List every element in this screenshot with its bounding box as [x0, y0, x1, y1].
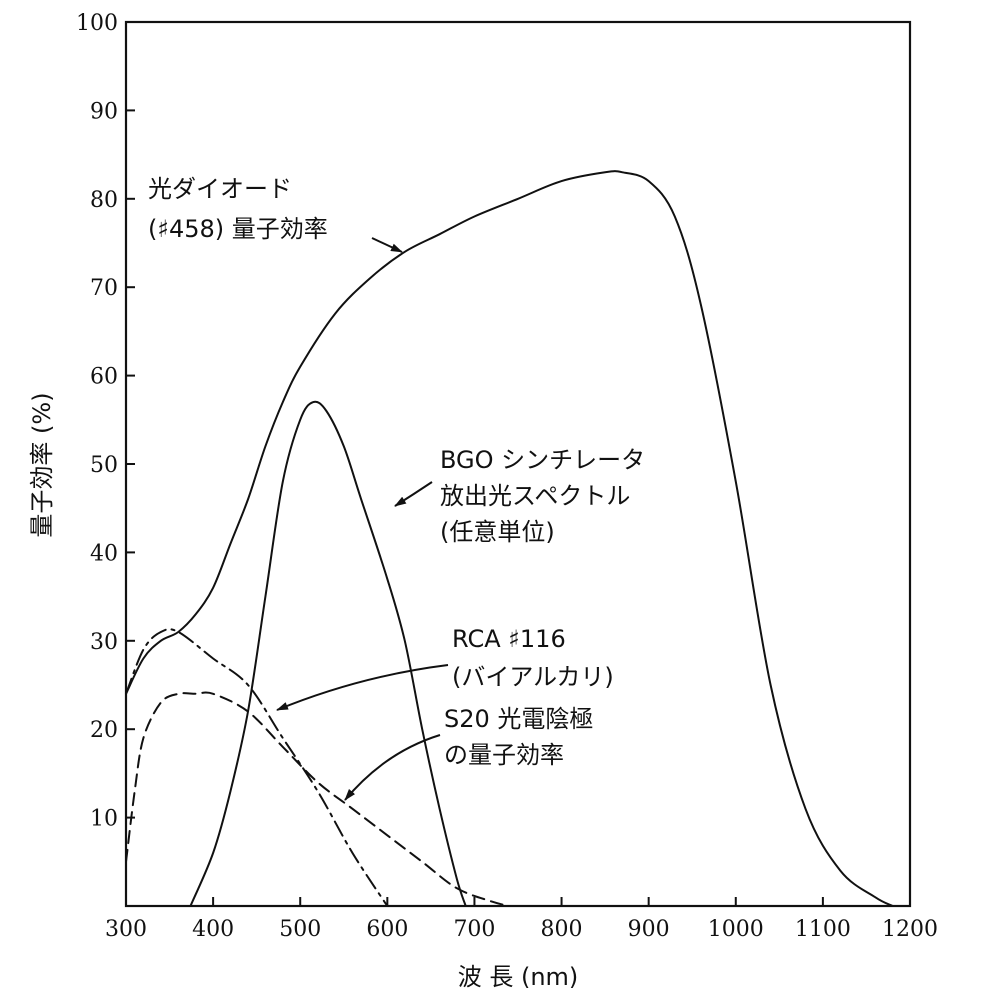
y-tick-label: 10	[90, 807, 118, 832]
rca-116-curve	[125, 628, 389, 907]
bgo-label: BGO シンチレータ 放出光スペクトル (任意単位)	[440, 446, 653, 546]
bgo-arrow	[394, 481, 433, 507]
bgo-emission-curve	[189, 400, 467, 907]
rca-label: RCA ♯116 (バイアルカリ)	[452, 625, 614, 691]
s20-curve	[125, 691, 511, 907]
x-tick-label: 1200	[882, 917, 938, 942]
y-tick-label: 40	[90, 541, 118, 566]
axis-ticks: 300 400 500 600 700 800 900 1000 1100 1200 10 20 30 4…	[76, 11, 938, 942]
x-tick-label: 700	[453, 917, 495, 942]
photodiode-label: 光ダイオード (♯458) 量子効率	[148, 175, 328, 243]
y-tick-label: 70	[90, 276, 118, 301]
y-tick-label: 20	[90, 718, 118, 743]
x-tick-label: 1100	[795, 917, 851, 942]
x-tick-label: 900	[628, 917, 670, 942]
x-tick-label: 800	[541, 917, 583, 942]
y-tick-label: 50	[90, 453, 118, 478]
x-tick-label: 400	[192, 917, 234, 942]
series-group	[125, 170, 894, 907]
photodiode-arrow	[371, 237, 403, 253]
y-tick-label: 30	[90, 630, 118, 655]
photodiode-curve	[125, 170, 894, 907]
y-tick-label: 90	[90, 99, 118, 124]
x-tick-label: 500	[279, 917, 321, 942]
y-tick-label: 100	[76, 11, 118, 36]
y-tick-label: 80	[90, 188, 118, 213]
y-axis-label: 量子効率 (%)	[28, 392, 56, 537]
y-tick-label: 60	[90, 365, 118, 390]
s20-label: S20 光電陰極 の量子効率	[444, 705, 601, 769]
x-tick-label: 1000	[708, 917, 764, 942]
x-tick-label: 600	[366, 917, 408, 942]
rca-arrow	[276, 664, 449, 711]
x-tick-label: 300	[105, 917, 147, 942]
x-axis-label: 波 長 (nm)	[458, 963, 579, 991]
s20-arrow	[344, 734, 441, 801]
